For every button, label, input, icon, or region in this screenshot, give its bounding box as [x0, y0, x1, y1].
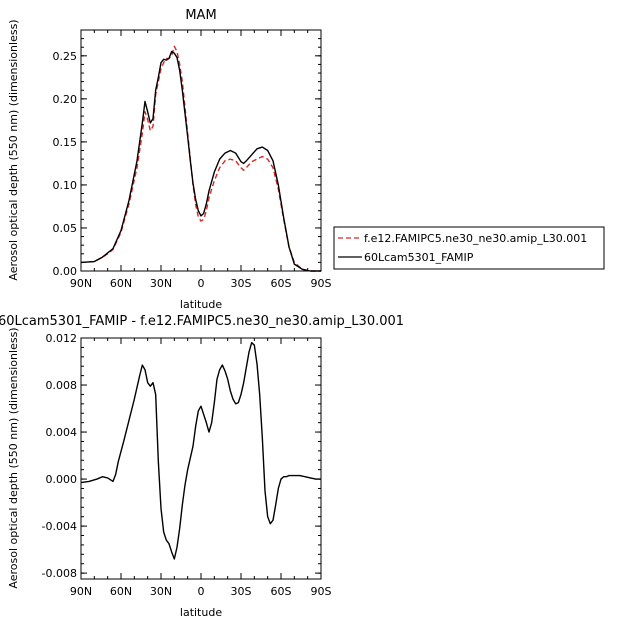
legend-label-60l: 60Lcam5301_FAMIP: [364, 251, 474, 264]
top-y-tick-label: 0.05: [53, 222, 78, 235]
top-y-axis-label: Aerosol optical depth (550 nm) (dimensio…: [7, 19, 20, 280]
top-y-tick-label: 0.15: [53, 136, 78, 149]
legend: f.e12.FAMIPC5.ne30_ne30.amip_L30.001 60L…: [333, 226, 605, 270]
bottom-axis-ticks: 90N 60N 30N 0 30S 60S 90S -0.008 -0.004 0.000 0.00…: [42, 332, 332, 598]
bottom-y-tick-label: 0.008: [46, 379, 78, 392]
bottom-y-tick-label: 0.000: [46, 473, 78, 486]
top-axis-ticks: 90N 60N 30N 0 30S 60S 90S 0.00 0.05 0.10 0.15 0.20 0…: [53, 29, 332, 290]
bottom-y-axis-label: Aerosol optical depth (550 nm) (dimensio…: [7, 327, 20, 588]
top-y-tick-label: 0.20: [53, 93, 78, 106]
bottom-y-tick-label: -0.008: [42, 567, 77, 580]
bottom-x-tick-label: 30S: [231, 585, 252, 598]
bottom-x-tick-label: 90N: [70, 585, 92, 598]
top-chart-title: MAM: [185, 8, 216, 23]
bottom-x-tick-label: 60N: [110, 585, 132, 598]
legend-box: [333, 226, 605, 270]
top-series-line-0: [80, 45, 321, 272]
top-y-tick-label: 0.10: [53, 179, 78, 192]
top-x-tick-label: 60N: [110, 277, 132, 290]
bottom-x-tick-label: 90S: [311, 585, 332, 598]
bottom-x-axis-label: latitude: [180, 606, 222, 619]
legend-label-cesm: f.e12.FAMIPC5.ne30_ne30.amip_L30.001: [364, 232, 587, 245]
top-series-line-1: [80, 50, 321, 272]
top-x-tick-label: 30N: [150, 277, 172, 290]
top-plot-frame: [80, 29, 322, 272]
bottom-x-tick-label: 30N: [150, 585, 172, 598]
bottom-series-group: [80, 342, 321, 560]
top-x-tick-label: 90N: [70, 277, 92, 290]
top-y-tick-label: 0.00: [53, 265, 78, 278]
top-x-axis-label: latitude: [180, 298, 222, 311]
bottom-chart-title: 60Lcam5301_FAMIP - f.e12.FAMIPC5.ne30_ne…: [0, 314, 404, 329]
top-y-tick-label: 0.25: [53, 50, 78, 63]
bottom-y-tick-label: 0.004: [46, 426, 78, 439]
top-x-tick-label: 90S: [311, 277, 332, 290]
bottom-plot-frame: [80, 337, 322, 580]
bottom-y-tick-label: -0.004: [42, 520, 77, 533]
top-panel: MAM 90N 60N 30N 0 30S 60S 90S 0.00 0.05 0.10 0.15 0…: [7, 8, 332, 311]
bottom-x-tick-label: 0: [198, 585, 205, 598]
top-x-tick-label: 0: [198, 277, 205, 290]
bottom-y-tick-label: 0.012: [46, 332, 78, 345]
top-series-group: [80, 45, 321, 272]
bottom-series-line-0: [80, 342, 321, 560]
top-x-tick-label: 30S: [231, 277, 252, 290]
top-x-tick-label: 60S: [271, 277, 292, 290]
bottom-panel: 60Lcam5301_FAMIP - f.e12.FAMIPC5.ne30_ne…: [0, 314, 404, 619]
bottom-x-tick-label: 60S: [271, 585, 292, 598]
